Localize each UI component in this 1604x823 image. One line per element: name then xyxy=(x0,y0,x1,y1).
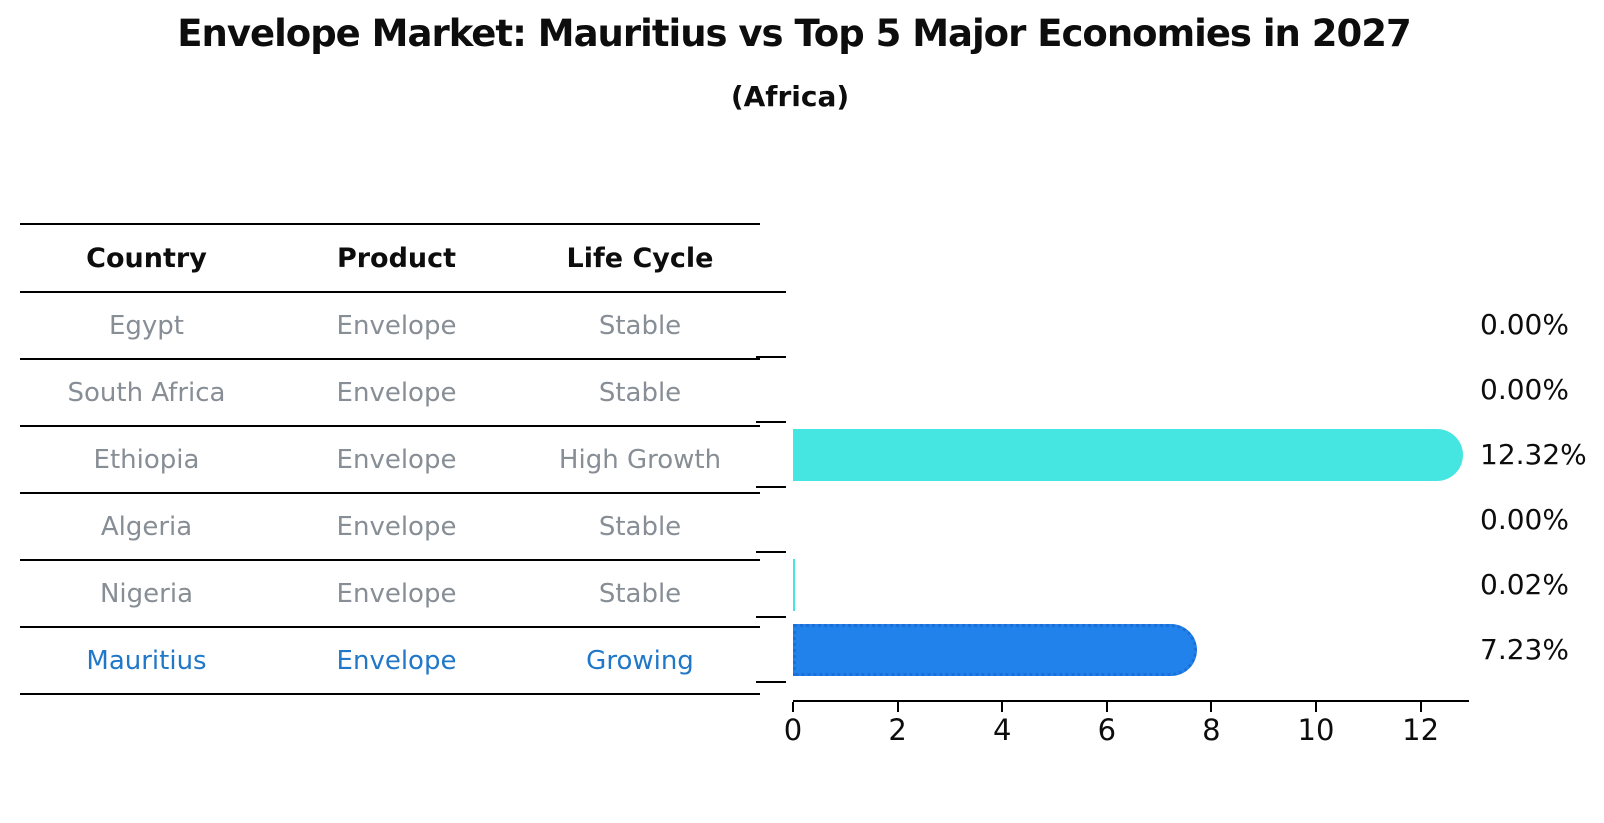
value-label-egypt: 0.00% xyxy=(1480,308,1569,341)
country-cell: Mauritius xyxy=(86,645,207,676)
x-tick-label: 10 xyxy=(1297,713,1335,747)
y-tick-dash xyxy=(756,356,786,358)
bar-nigeria xyxy=(793,558,795,611)
x-tick-label: 12 xyxy=(1402,713,1440,747)
value-label-ethiopia: 12.32% xyxy=(1480,438,1587,471)
x-tick-label: 2 xyxy=(888,713,907,747)
table-row-algeria: Algeria Envelope Stable xyxy=(20,492,760,559)
x-tick xyxy=(792,702,794,712)
bar-mauritius xyxy=(793,623,1197,676)
x-tick xyxy=(1105,702,1108,712)
x-tick-label: 4 xyxy=(992,713,1012,747)
x-tick xyxy=(1001,702,1004,712)
y-tick-dash xyxy=(756,486,786,488)
product-cell: Envelope xyxy=(336,511,457,542)
table-row-ethiopia: Ethiopia Envelope High Growth xyxy=(20,425,760,492)
chart-subtitle: (Africa) xyxy=(730,80,850,113)
table-row-nigeria: Nigeria Envelope Stable xyxy=(20,559,760,626)
product-cell: Envelope xyxy=(336,310,457,341)
y-tick-dash xyxy=(756,421,786,423)
product-cell: Envelope xyxy=(336,578,457,609)
life-cycle-cell: Stable xyxy=(598,310,682,341)
value-label-south-africa: 0.00% xyxy=(1480,373,1569,406)
value-label-algeria: 0.00% xyxy=(1480,503,1569,536)
y-tick-dash xyxy=(756,291,786,293)
x-tick-label: 8 xyxy=(1202,713,1221,747)
x-tick-label: 6 xyxy=(1097,713,1117,747)
x-tick xyxy=(1419,702,1422,712)
x-axis-line xyxy=(793,700,1469,702)
country-cell: Ethiopia xyxy=(93,444,200,475)
table-row-south-africa: South Africa Envelope Stable xyxy=(20,358,760,425)
table-row-mauritius: Mauritius Envelope Growing xyxy=(20,626,760,693)
x-tick-label: 0 xyxy=(783,713,803,747)
life-cycle-cell: Stable xyxy=(598,511,682,542)
product-cell: Envelope xyxy=(336,645,457,676)
column-header-country: Country xyxy=(86,242,207,274)
country-cell: South Africa xyxy=(67,377,226,408)
column-header-life-cycle: Life Cycle xyxy=(566,242,714,274)
value-label-nigeria: 0.02% xyxy=(1480,568,1569,601)
table-row-egypt: Egypt Envelope Stable xyxy=(20,291,760,358)
y-tick-dash xyxy=(756,681,786,683)
product-cell: Envelope xyxy=(336,377,457,408)
x-tick xyxy=(1210,702,1213,712)
comparison-table: Country Product Life Cycle Egypt Envelop… xyxy=(20,223,760,695)
value-label-mauritius: 7.23% xyxy=(1480,633,1569,666)
table-header-row: Country Product Life Cycle xyxy=(20,223,760,291)
bar-ethiopia xyxy=(793,428,1463,481)
life-cycle-cell: Stable xyxy=(598,377,682,408)
life-cycle-cell: High Growth xyxy=(558,444,722,475)
x-tick xyxy=(1315,702,1317,712)
country-cell: Algeria xyxy=(100,511,193,542)
chart-title: Envelope Market: Mauritius vs Top 5 Majo… xyxy=(177,12,1411,55)
y-tick-dash xyxy=(756,616,786,618)
column-header-product: Product xyxy=(336,242,457,274)
life-cycle-cell: Stable xyxy=(598,578,682,609)
country-cell: Nigeria xyxy=(99,578,194,609)
x-tick xyxy=(896,702,899,712)
y-tick-dash xyxy=(756,551,786,553)
country-cell: Egypt xyxy=(108,310,185,341)
product-cell: Envelope xyxy=(336,444,457,475)
life-cycle-cell: Growing xyxy=(586,645,694,676)
